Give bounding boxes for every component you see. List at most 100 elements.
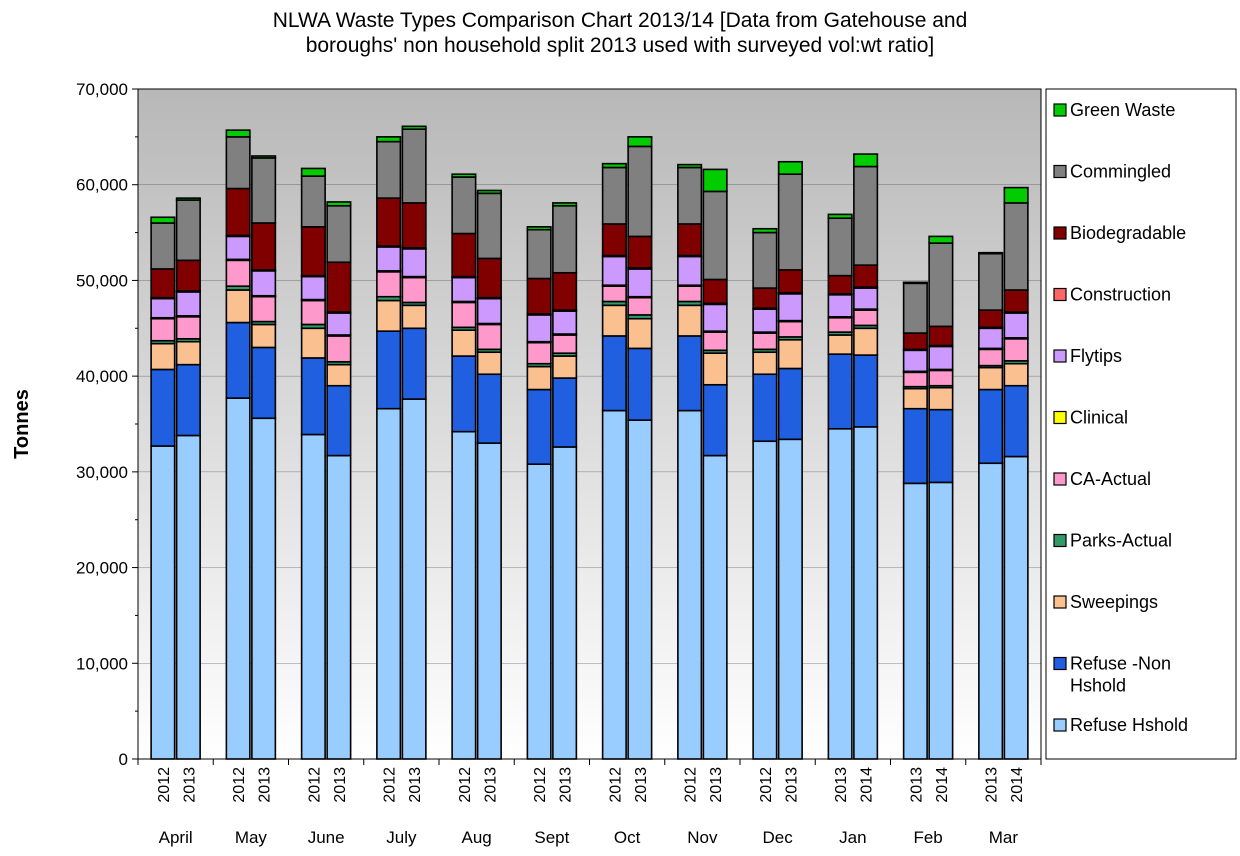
legend-swatch <box>1053 410 1067 425</box>
bar-segment <box>326 204 352 264</box>
bar-segment <box>752 440 778 760</box>
bar-segment <box>150 317 176 342</box>
bar-segment <box>627 317 653 350</box>
x-year-label: 2012 <box>156 767 173 803</box>
y-tick-label: 50,000 <box>76 271 128 290</box>
bar-segment <box>978 251 1004 255</box>
x-year-label: 2013 <box>984 767 1001 803</box>
bar-segment <box>677 335 703 412</box>
x-year-label: 2012 <box>306 767 323 803</box>
x-year-label: 2014 <box>1009 767 1026 803</box>
bar-segment <box>928 369 954 387</box>
bar-segment <box>251 295 277 323</box>
x-month-label: July <box>386 828 417 847</box>
bar-segment <box>827 293 853 318</box>
bar-segment <box>827 274 853 295</box>
bar-segment <box>401 248 427 278</box>
bar-segment <box>476 192 502 260</box>
bar-segment <box>627 347 653 421</box>
x-year-label: 2013 <box>332 767 349 803</box>
x-year-label: 2013 <box>908 767 925 803</box>
bar-segment <box>627 136 653 148</box>
bar-segment <box>827 213 853 220</box>
bar-segment <box>552 204 578 274</box>
bar-segment <box>777 160 803 175</box>
bar-segment <box>300 226 326 277</box>
bar-segment <box>326 201 352 207</box>
x-year-label: 2013 <box>633 767 650 803</box>
bar-segment <box>777 320 803 338</box>
bar-segment <box>451 430 477 760</box>
bar-segment <box>752 287 778 309</box>
x-year-label: 2012 <box>231 767 248 803</box>
y-axis-label: Tonnes <box>11 389 33 459</box>
bar-segment <box>526 388 552 465</box>
x-month-label: April <box>159 828 193 847</box>
bar-segment <box>702 190 728 281</box>
bar-segment <box>853 426 879 760</box>
bar-segment <box>902 407 928 485</box>
bar-segment <box>376 330 402 410</box>
y-axis: 0 10,000 20,000 30,000 40,000 50,000 60,000 70,… <box>76 80 138 769</box>
legend-swatch <box>1053 164 1067 179</box>
bar-segment <box>777 338 803 370</box>
bar-segment <box>827 353 853 430</box>
bar-segment <box>978 462 1004 760</box>
bar-segment <box>627 145 653 238</box>
bar-segment <box>978 348 1004 367</box>
bar-segment <box>326 261 352 313</box>
bar-segment <box>928 408 954 484</box>
bar-segment <box>928 235 954 244</box>
legend-swatch <box>1053 656 1067 671</box>
bar-segment <box>451 301 477 329</box>
bar-segment <box>476 189 502 195</box>
bar-segment <box>150 342 176 371</box>
bar-segment <box>601 335 627 412</box>
bar-segment <box>677 285 703 303</box>
legend-swatch <box>1053 226 1067 240</box>
bar-segment <box>300 299 326 326</box>
x-year-label: 2012 <box>758 767 775 803</box>
legend-box <box>1045 88 1237 760</box>
bar-segment <box>401 125 427 131</box>
legend-swatch <box>1053 472 1067 486</box>
bar-segment <box>175 291 201 317</box>
bar-segment <box>326 363 352 387</box>
bar-segment <box>827 427 853 760</box>
x-year-label: 2012 <box>607 767 624 803</box>
bar-segment <box>326 312 352 336</box>
bar-segment <box>150 445 176 760</box>
legend-label: Biodegradable <box>1070 223 1186 243</box>
bar-segment <box>627 235 653 269</box>
x-month-label: Mar <box>989 828 1019 847</box>
bar-segment <box>251 346 277 420</box>
bar-segment <box>601 409 627 760</box>
bar-segment <box>677 163 703 169</box>
bar-segment <box>225 129 251 138</box>
bar-segment <box>928 481 954 760</box>
bar-segment <box>376 299 402 332</box>
legend-swatch <box>1053 718 1067 732</box>
bar-segment <box>978 327 1004 350</box>
plot-area <box>137 88 1042 760</box>
bar-segment <box>752 373 778 443</box>
legend: Green Waste Commingled Biodegradable Constr… <box>1053 100 1188 735</box>
bar-segment <box>401 202 427 249</box>
bar-segment <box>376 246 402 272</box>
bar-segment <box>175 197 201 201</box>
bar-segment <box>251 417 277 760</box>
bar-segment <box>476 351 502 376</box>
bar-segment <box>702 303 728 332</box>
x-month-label: Dec <box>763 828 794 847</box>
bar-segment <box>526 226 552 231</box>
bar-segment <box>552 310 578 335</box>
x-year-label: 2014 <box>934 767 951 803</box>
bar-segment <box>150 268 176 299</box>
bar-segment <box>376 197 402 247</box>
bar-segment <box>1003 455 1029 760</box>
x-year-label: 2013 <box>181 767 198 803</box>
bar-segment <box>601 304 627 337</box>
bar-segment <box>978 252 1004 311</box>
y-tick-label: 60,000 <box>76 176 128 195</box>
